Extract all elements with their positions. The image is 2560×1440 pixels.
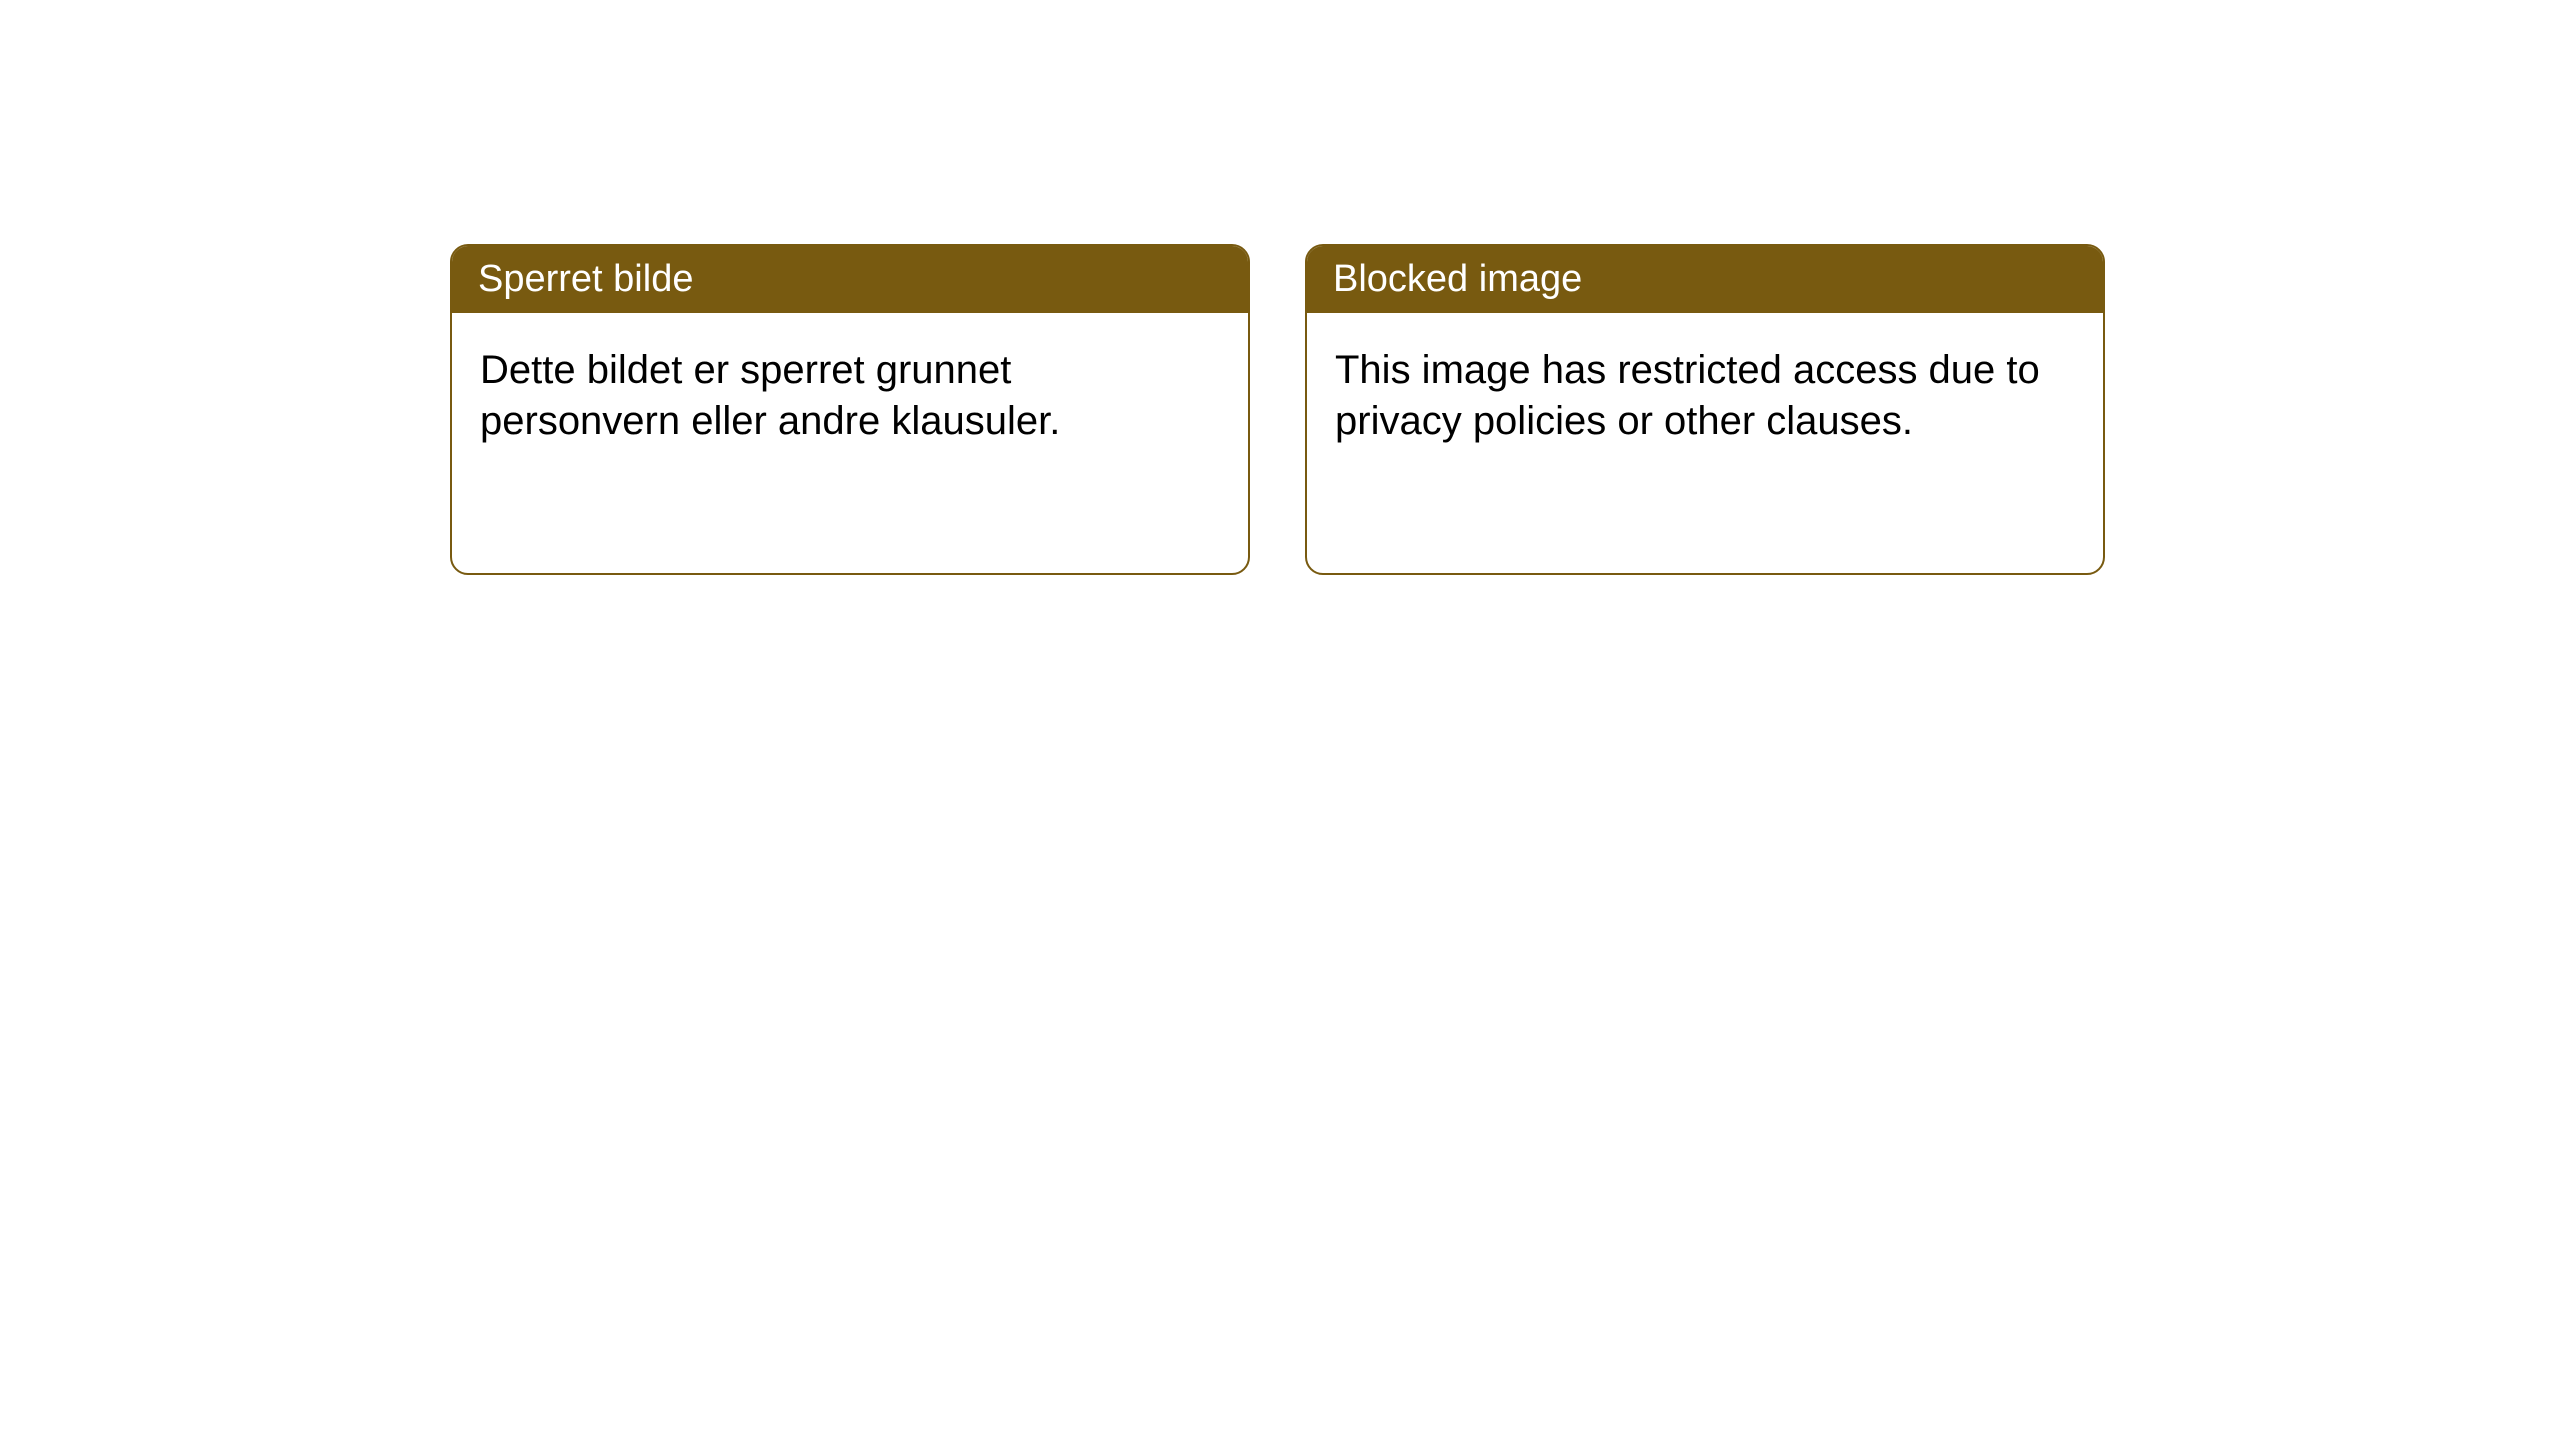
notice-card-norwegian: Sperret bilde Dette bildet er sperret gr… xyxy=(450,244,1250,575)
notice-body: This image has restricted access due to … xyxy=(1307,313,2103,573)
notice-body: Dette bildet er sperret grunnet personve… xyxy=(452,313,1248,573)
notices-container: Sperret bilde Dette bildet er sperret gr… xyxy=(0,0,2560,575)
notice-header: Sperret bilde xyxy=(452,246,1248,313)
notice-header: Blocked image xyxy=(1307,246,2103,313)
notice-card-english: Blocked image This image has restricted … xyxy=(1305,244,2105,575)
